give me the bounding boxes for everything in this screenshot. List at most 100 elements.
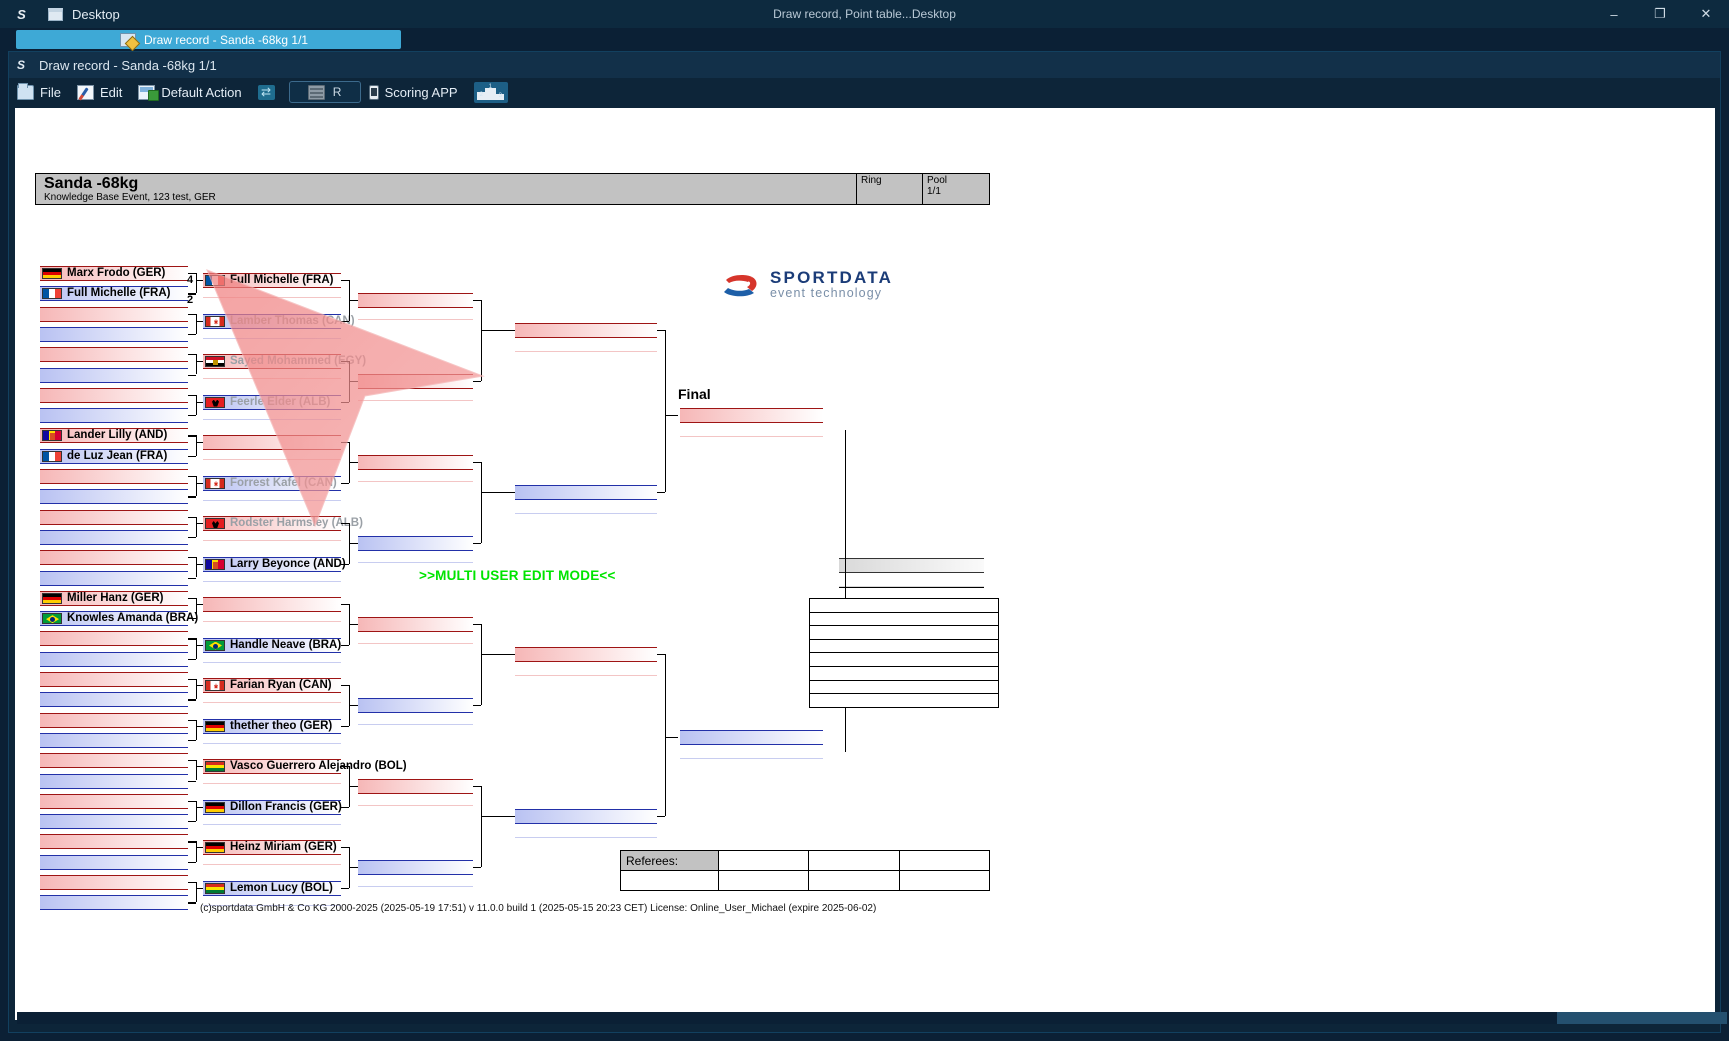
round1-slot-11[interactable] — [40, 469, 188, 484]
round2-slot-10[interactable]: Handle Neave (BRA) — [203, 637, 341, 653]
r-selector[interactable]: R — [288, 81, 361, 103]
ranking-table[interactable] — [809, 598, 999, 708]
round2-slot-15[interactable]: Heinz Miriam (GER) — [203, 840, 341, 855]
rank-row[interactable] — [810, 653, 998, 667]
round1-slot-6[interactable] — [40, 367, 188, 383]
final-slot-2[interactable] — [680, 730, 823, 745]
round1-slot-29[interactable] — [40, 834, 188, 850]
round1-slot-30[interactable] — [40, 854, 188, 870]
round2-slot-13[interactable]: Vasco Guerrero Alejandro (BOL) — [203, 759, 407, 774]
round1-slot-22[interactable] — [40, 692, 188, 708]
horizontal-scrollbar[interactable] — [17, 1012, 1729, 1024]
rank-row[interactable] — [810, 599, 998, 613]
round1-slot-8[interactable] — [40, 408, 188, 424]
round2-slot-16[interactable]: Lemon Lucy (BOL) — [203, 880, 341, 896]
round1-slot-10[interactable]: de Luz Jean (FRA) — [40, 448, 188, 464]
round2-slot-9[interactable] — [203, 597, 341, 612]
rank-row[interactable] — [810, 613, 998, 627]
maximize-button[interactable]: ❐ — [1654, 6, 1666, 21]
round3-slot-1[interactable] — [358, 293, 473, 308]
round2-echo-line — [203, 337, 341, 339]
round1-slot-23[interactable] — [40, 712, 188, 728]
round3-slot-3[interactable] — [358, 455, 473, 470]
round3-slot-2[interactable] — [358, 374, 473, 389]
rank-row[interactable] — [810, 626, 998, 640]
round1-slot-20[interactable] — [40, 651, 188, 667]
edit-menu-button[interactable]: Edit — [69, 79, 130, 105]
round2-slot-1[interactable]: Full Michelle (FRA) — [203, 273, 341, 288]
podium-button[interactable]: 2 1 3 — [466, 79, 516, 105]
round1-slot-17[interactable]: Miller Hanz (GER) — [40, 590, 188, 606]
bracket-connector — [473, 786, 481, 788]
minimize-button[interactable]: – — [1610, 6, 1618, 22]
round3-slot-8[interactable] — [358, 860, 473, 875]
round2-slot-11[interactable]: Farian Ryan (CAN) — [203, 678, 341, 693]
round1-slot-3[interactable] — [40, 306, 188, 322]
round1-slot-18[interactable]: Knowles Amanda (BRA) — [40, 611, 198, 627]
round2-slot-7[interactable]: Rodster Harmsley (ALB) — [203, 516, 363, 531]
referee-cell[interactable] — [808, 850, 900, 871]
scrollbar-thumb[interactable] — [1557, 1012, 1727, 1024]
round4-slot-1[interactable] — [515, 323, 657, 338]
bracket-connector — [188, 739, 196, 742]
final-slot-1[interactable] — [680, 408, 823, 423]
referee-cell[interactable] — [717, 850, 810, 871]
round1-slot-26[interactable] — [40, 773, 188, 789]
referee-cell[interactable] — [808, 870, 900, 891]
rank-row[interactable] — [810, 667, 998, 681]
round1-slot-25[interactable] — [40, 753, 188, 769]
round1-slot-4[interactable] — [40, 326, 188, 342]
round1-slot-15[interactable] — [40, 550, 188, 566]
rank-row[interactable] — [810, 681, 998, 695]
round1-slot-13[interactable] — [40, 509, 188, 525]
round1-slot-28[interactable] — [40, 814, 188, 830]
rank-row[interactable] — [810, 640, 998, 654]
round4-slot-2[interactable] — [515, 485, 657, 500]
round3-slot-5[interactable] — [358, 617, 473, 632]
round2-slot-14[interactable]: Dillon Francis (GER) — [203, 799, 342, 815]
round1-slot-12[interactable] — [40, 489, 188, 505]
winner-slot[interactable] — [839, 558, 984, 573]
round1-slot-7[interactable] — [40, 387, 188, 403]
shuffle-button[interactable]: ⇄ — [250, 79, 283, 105]
bracket-connector — [657, 816, 665, 818]
round4-echo-line — [515, 351, 657, 352]
round1-slot-21[interactable] — [40, 672, 188, 687]
referee-cell[interactable] — [620, 870, 719, 891]
round2-slot-5[interactable] — [203, 435, 341, 450]
round2-slot-12[interactable]: thether theo (GER) — [203, 718, 341, 734]
round2-slot-3[interactable]: Sayed Mohammed (EGY) — [203, 354, 366, 369]
round4-slot-4[interactable] — [515, 809, 657, 824]
referee-cell[interactable] — [898, 870, 991, 891]
round2-slot-8[interactable]: Larry Beyonce (AND) — [203, 556, 346, 572]
round1-slot-27[interactable] — [40, 793, 188, 809]
default-action-button[interactable]: Default Action — [130, 79, 249, 105]
round3-slot-7[interactable] — [358, 779, 473, 794]
round1-slot-16[interactable] — [40, 570, 188, 586]
round1-slot-32[interactable] — [40, 895, 188, 911]
bracket-connector — [188, 374, 196, 376]
round3-slot-6[interactable] — [358, 698, 473, 713]
close-button[interactable]: ✕ — [1700, 6, 1712, 21]
round2-slot-6[interactable]: Forrest Kafel (CAN) — [203, 475, 341, 491]
round1-slot-14[interactable] — [40, 529, 188, 545]
round1-slot-9[interactable]: Lander Lilly (AND) — [40, 428, 188, 444]
round1-slot-19[interactable] — [40, 631, 188, 647]
round1-slot-5[interactable] — [40, 347, 188, 363]
window-tab-draw-record[interactable]: Draw record - Sanda -68kg 1/1 — [16, 30, 401, 49]
round3-slot-4[interactable] — [358, 536, 473, 551]
file-menu-button[interactable]: File — [9, 79, 69, 105]
round1-slot-24[interactable] — [40, 732, 188, 748]
round1-slot-31[interactable] — [40, 875, 188, 890]
round1-slot-1[interactable]: Marx Frodo (GER) — [40, 266, 188, 281]
referee-cell[interactable] — [717, 870, 810, 891]
round1-slot-2[interactable]: Full Michelle (FRA) — [40, 286, 188, 302]
flag-icon-bra — [205, 639, 225, 651]
rank-row[interactable] — [810, 694, 998, 708]
round4-slot-3[interactable] — [515, 647, 657, 662]
flag-icon-and — [205, 558, 225, 570]
round2-slot-2[interactable]: Lamber Thomas (CAN) — [203, 313, 355, 329]
round2-slot-4[interactable]: Feerle Elder (ALB) — [203, 394, 341, 410]
scoring-app-button[interactable]: Scoring APP — [361, 79, 466, 105]
referee-cell[interactable] — [898, 850, 991, 871]
